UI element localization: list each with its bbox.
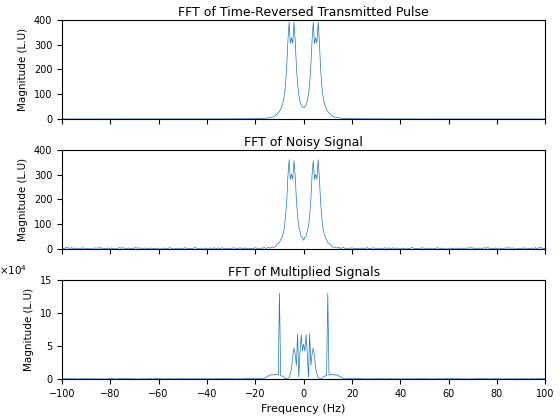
X-axis label: Frequency (Hz): Frequency (Hz): [262, 404, 346, 415]
Title: FFT of Noisy Signal: FFT of Noisy Signal: [244, 136, 363, 149]
Y-axis label: Magnitude (L.U): Magnitude (L.U): [24, 288, 34, 371]
Title: FFT of Time-Reversed Transmitted Pulse: FFT of Time-Reversed Transmitted Pulse: [178, 5, 429, 18]
Y-axis label: Magnitude (L.U): Magnitude (L.U): [18, 28, 28, 111]
Title: FFT of Multiplied Signals: FFT of Multiplied Signals: [227, 266, 380, 279]
Y-axis label: Magnitude (L.U): Magnitude (L.U): [18, 158, 28, 241]
Text: $\times 10^4$: $\times 10^4$: [0, 263, 27, 277]
